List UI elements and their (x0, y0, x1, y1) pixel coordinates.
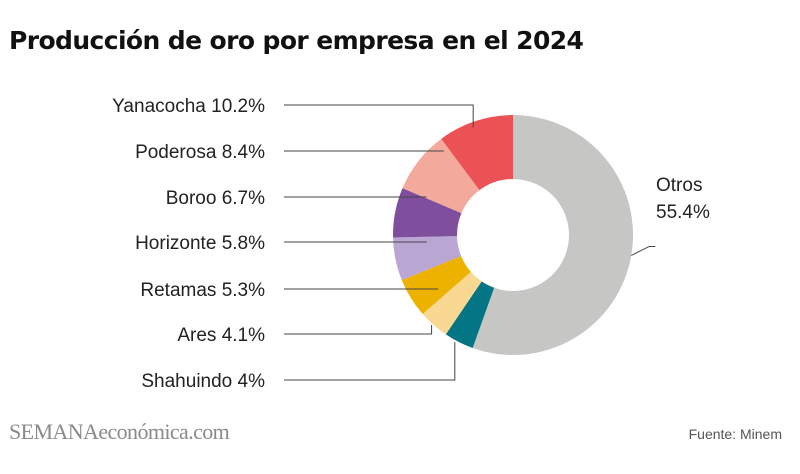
label-ares-name: Ares (177, 325, 221, 346)
label-retamas-value: 5.3% (222, 280, 265, 301)
leader-shahuindo (284, 342, 456, 381)
slice-labels: Otros 55.4% Shahuindo 4% Ares 4.1% Retamas 5… (112, 96, 710, 392)
slice-horizonte (393, 236, 462, 281)
chart-title: Producción de oro por empresa en el 2024 (9, 26, 584, 55)
brand-logo[interactable]: SEMANAeconómica.com (9, 419, 230, 445)
leader-ares (284, 324, 433, 335)
label-ares: Ares 4.1% (177, 325, 265, 346)
label-horizonte-value: 5.8% (222, 233, 265, 254)
slice-poderosa (402, 138, 480, 214)
slice-retamas (401, 256, 471, 314)
donut-slices (392, 115, 634, 355)
label-shahuindo-name: Shahuindo (141, 371, 237, 392)
label-horizonte-name: Horizonte (135, 233, 222, 254)
label-yanacocha: Yanacocha 10.2% (112, 96, 265, 117)
source-note: Fuente: Minem (688, 426, 782, 442)
label-retamas: Retamas 5.3% (140, 280, 265, 301)
leader-otros (631, 245, 656, 256)
label-otros-name: Otros (656, 175, 702, 196)
label-horizonte: Horizonte 5.8% (135, 233, 265, 254)
slice-boroo (392, 188, 462, 238)
slice-yanacocha (441, 115, 513, 191)
label-poderosa: Poderosa 8.4% (135, 142, 265, 163)
label-shahuindo: Shahuindo 4% (141, 371, 265, 392)
leader-yanacocha (284, 104, 474, 128)
slice-otros (472, 115, 634, 355)
label-ares-value: 4.1% (222, 325, 265, 346)
slice-ares (422, 271, 482, 335)
label-boroo-value: 6.7% (222, 188, 265, 209)
label-boroo: Boroo 6.7% (166, 188, 265, 209)
label-poderosa-name: Poderosa (135, 142, 222, 163)
label-yanacocha-name: Yanacocha (112, 96, 211, 117)
label-shahuindo-value: 4% (238, 371, 266, 392)
label-otros-value: 55.4% (656, 202, 710, 223)
slice-shahuindo (445, 281, 495, 349)
label-poderosa-value: 8.4% (222, 142, 265, 163)
brand-part1: SEMANA (9, 419, 99, 444)
label-retamas-name: Retamas (140, 280, 221, 301)
label-boroo-name: Boroo (166, 188, 222, 209)
label-yanacocha-value: 10.2% (211, 96, 265, 117)
brand-part2: económica.com (98, 419, 230, 444)
leader-lines (284, 104, 656, 381)
